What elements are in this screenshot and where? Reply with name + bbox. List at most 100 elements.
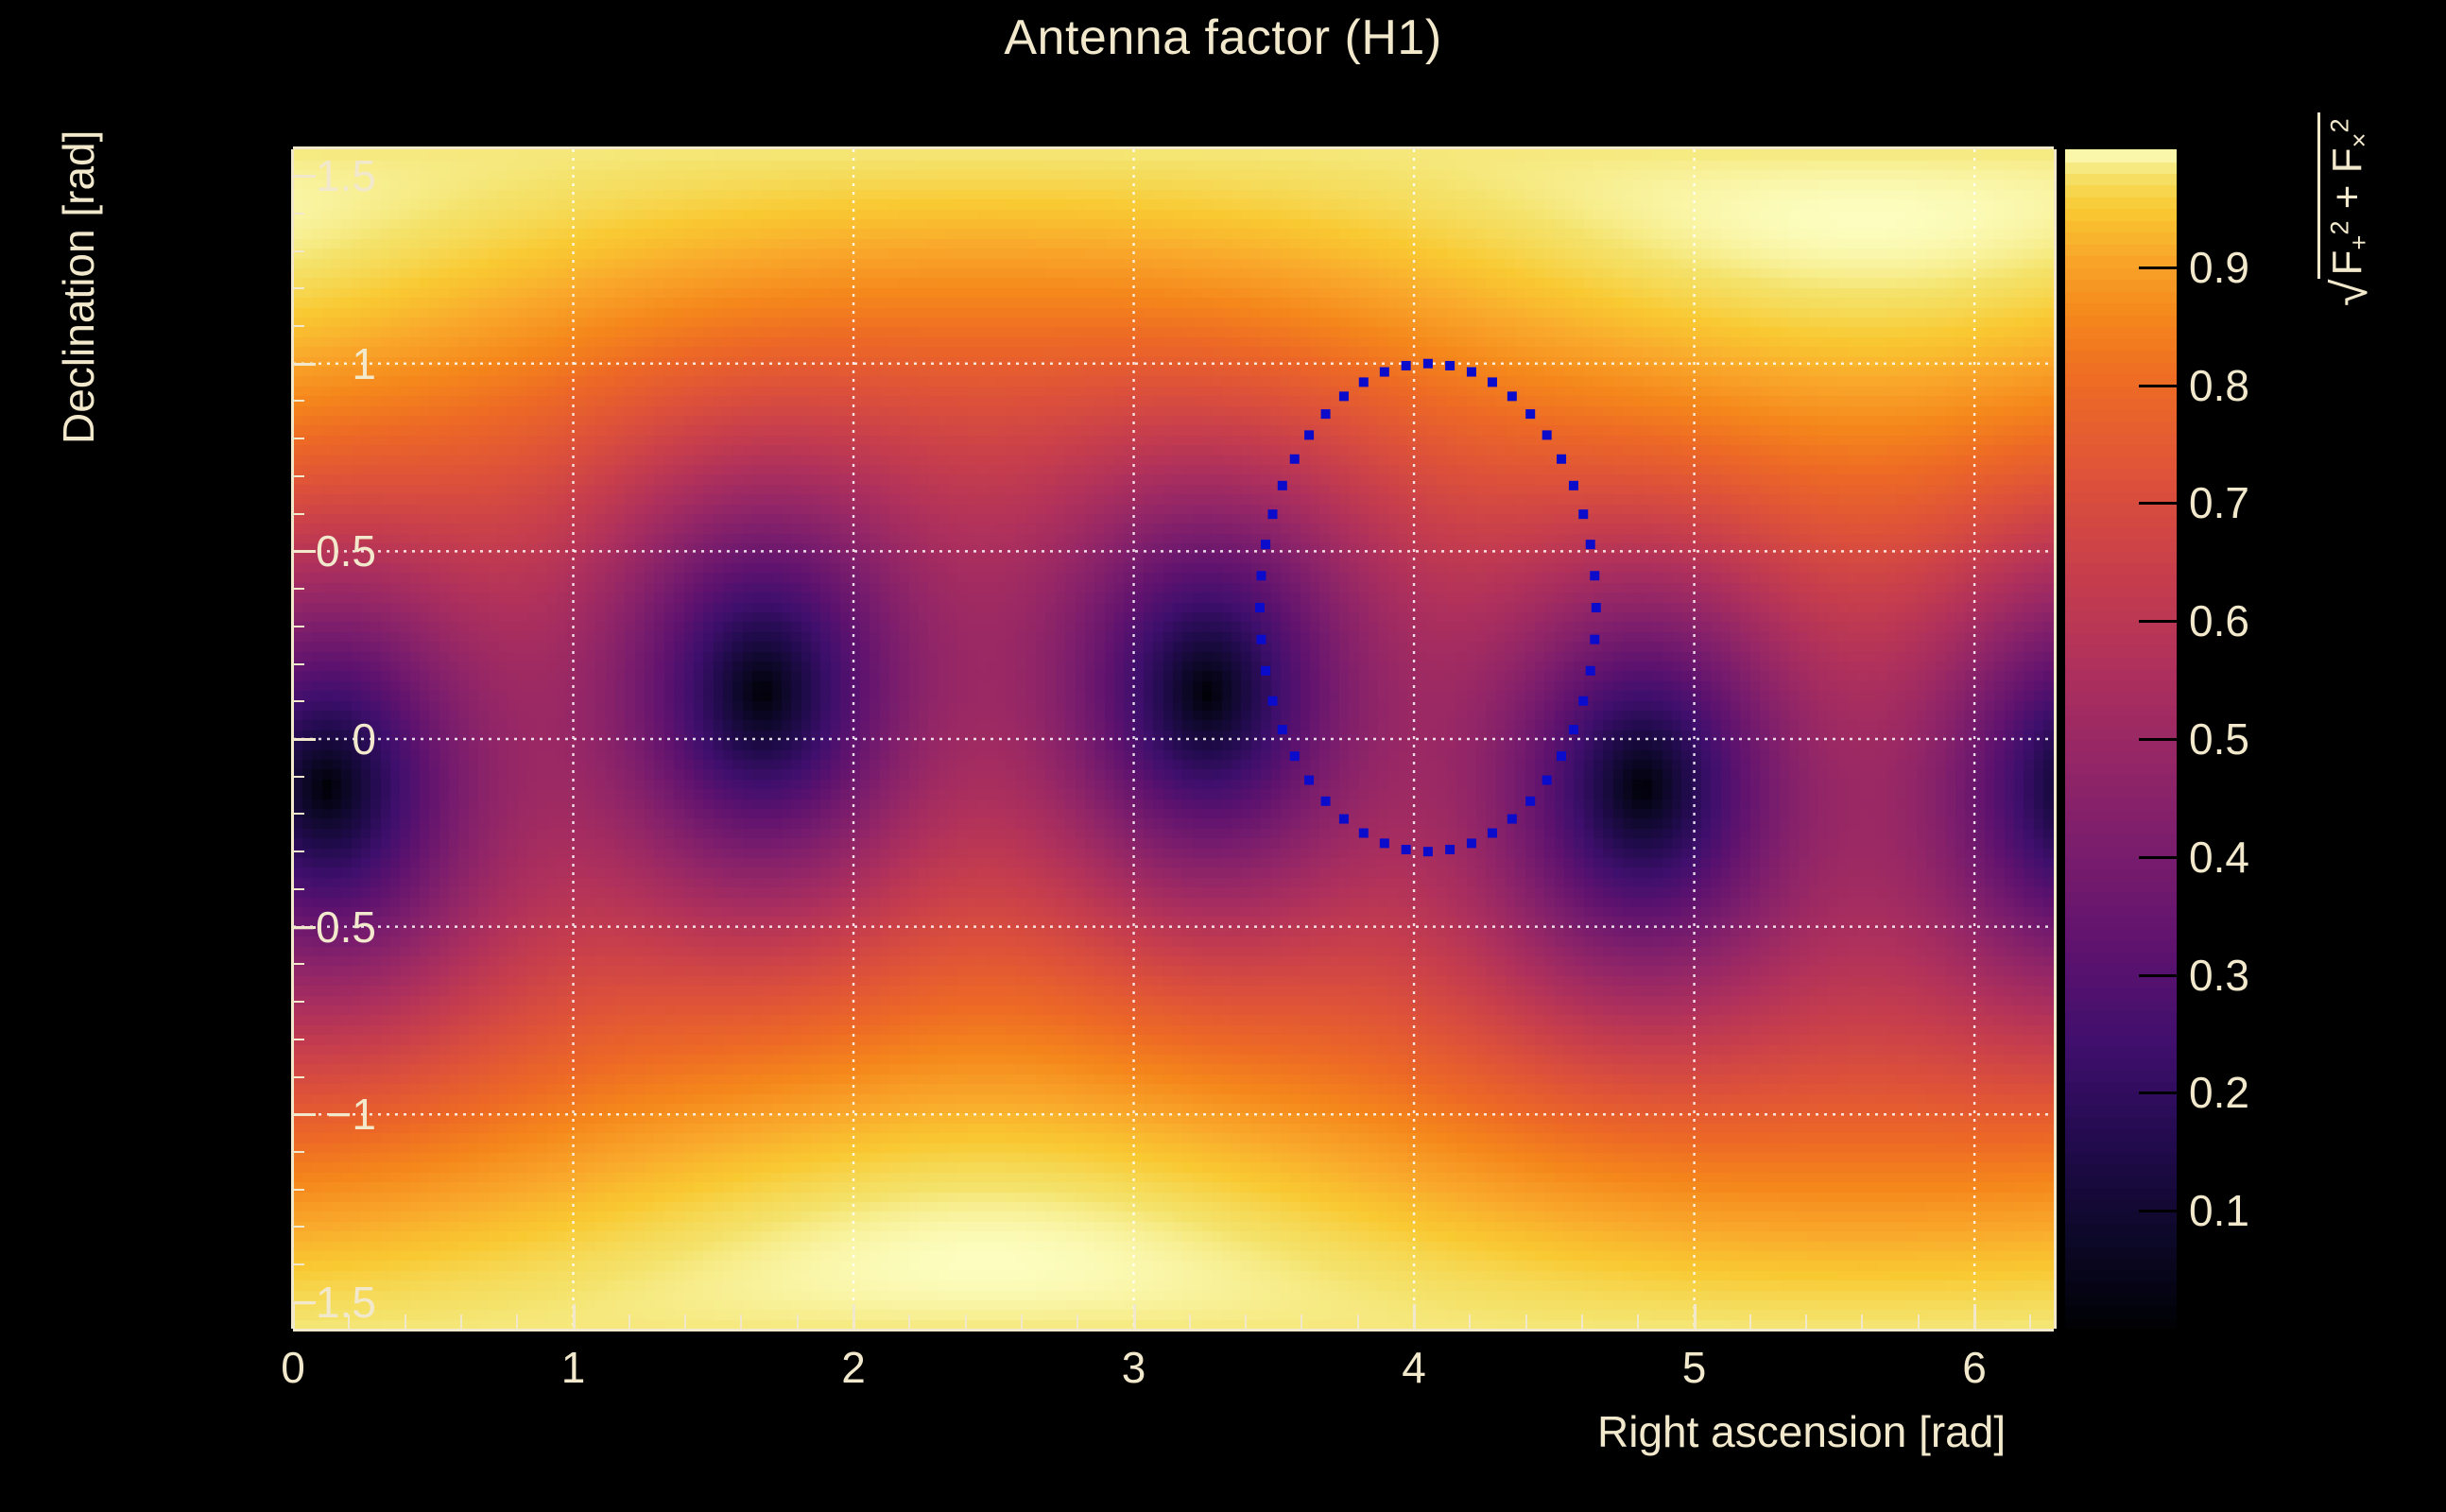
sqrt-expression: √F+2 + F×2 [2317,112,2378,312]
x-major-tick [1413,1304,1417,1329]
x-tick-label: 5 [1681,1343,1707,1392]
y-minor-tick [291,400,304,403]
heatmap-plot-area [293,149,2054,1329]
colorbar-tick-label: 0.9 [2189,242,2249,292]
colorbar-tick [2139,266,2177,269]
y-minor-tick [291,1188,304,1191]
y-minor-tick [291,813,304,816]
y-minor-tick [291,1150,304,1153]
y-tick-label: 0 [352,714,376,764]
y-minor-tick [291,438,304,440]
colorbar-tick [2139,384,2177,387]
y-minor-tick [291,287,304,290]
y-minor-tick [291,662,304,665]
y-major-tick [291,925,316,929]
x-minor-tick [1077,1314,1079,1329]
x-axis-line [293,1329,2054,1332]
f-plus-symbol: F [2324,249,2370,276]
x-tick-label: 1 [560,1343,586,1392]
y-major-tick [291,1113,316,1117]
colorbar-tick-label: 0.5 [2189,714,2249,764]
colorbar-tick [2139,855,2177,859]
x-minor-tick [1917,1314,1920,1329]
y-minor-tick [291,850,304,853]
x-minor-tick [796,1314,799,1329]
x-tick-label: 2 [841,1343,866,1392]
plus-operator: + [2324,184,2370,210]
plus-subscript: + [2343,234,2373,250]
x-minor-tick [459,1314,462,1329]
x-minor-tick [348,1314,351,1329]
x-minor-tick [964,1314,967,1329]
plot-right-border [2054,149,2057,1329]
y-minor-tick [291,887,304,890]
x-minor-tick [404,1314,406,1329]
x-tick-label: 3 [1121,1343,1146,1392]
colorbar-tick-label: 0.4 [2189,832,2249,882]
colorbar-tick-label: 0.2 [2189,1068,2249,1118]
colorbar-tick-label: 0.7 [2189,478,2249,528]
x-minor-tick [684,1314,687,1329]
y-major-tick [291,738,316,741]
x-minor-tick [1748,1314,1751,1329]
y-major-tick [291,362,316,366]
radicand: F+2 + F×2 [2317,112,2374,280]
x-tick-label: 6 [1962,1343,1987,1392]
x-minor-tick [1805,1314,1808,1329]
colorbar-tick [2139,1091,2177,1095]
colorbar-tick [2139,620,2177,624]
y-tick-label: 1.5 [316,151,376,201]
colorbar-tick-label: 0.3 [2189,950,2249,1000]
x-minor-tick [908,1314,911,1329]
y-minor-tick [291,325,304,328]
y-major-tick [291,175,316,179]
x-major-tick [1693,1304,1697,1329]
x-major-tick [572,1304,576,1329]
x-minor-tick [628,1314,630,1329]
y-tick-label: 1 [352,338,376,388]
colorbar-tick [2139,738,2177,741]
y-minor-tick [291,474,304,477]
y-minor-tick [291,212,304,215]
x-minor-tick [1188,1314,1191,1329]
x-minor-tick [1580,1314,1583,1329]
y-minor-tick [291,1001,304,1004]
y-minor-tick [291,963,304,966]
x-minor-tick [1301,1314,1303,1329]
y-tick-label: 0.5 [316,526,376,576]
x-minor-tick [2029,1314,2032,1329]
colorbar-tick [2139,502,2177,506]
heatmap-canvas [293,149,2054,1329]
x-minor-tick [516,1314,519,1329]
y-minor-tick [291,700,304,703]
y-tick-label: −0.5 [290,902,376,952]
plus-exponent: 2 [2324,220,2354,235]
y-minor-tick [291,1226,304,1228]
y-minor-tick [291,625,304,627]
colorbar-tick-label: 0.8 [2189,360,2249,410]
x-minor-tick [1020,1314,1023,1329]
x-major-tick [292,1304,295,1329]
colorbar-tick [2139,973,2177,977]
x-major-tick [1132,1304,1136,1329]
cross-subscript: × [2343,132,2373,148]
x-tick-label: 4 [1402,1343,1426,1392]
y-major-tick [291,550,316,554]
y-axis-title: Declination [rad] [54,129,103,444]
y-minor-tick [291,1263,304,1266]
x-minor-tick [1524,1314,1527,1329]
x-axis-title: Right ascension [rad] [1597,1407,2007,1456]
y-minor-tick [291,512,304,515]
y-major-tick [291,1300,316,1304]
sqrt-icon: √ [2323,279,2378,306]
y-minor-tick [291,249,304,252]
x-minor-tick [1245,1314,1248,1329]
page-title: Antenna factor (H1) [1004,10,1442,65]
x-major-tick [853,1304,856,1329]
y-minor-tick [291,1038,304,1040]
x-tick-label: 0 [281,1343,305,1392]
y-minor-tick [291,588,304,591]
y-minor-tick [291,1075,304,1078]
x-minor-tick [740,1314,743,1329]
